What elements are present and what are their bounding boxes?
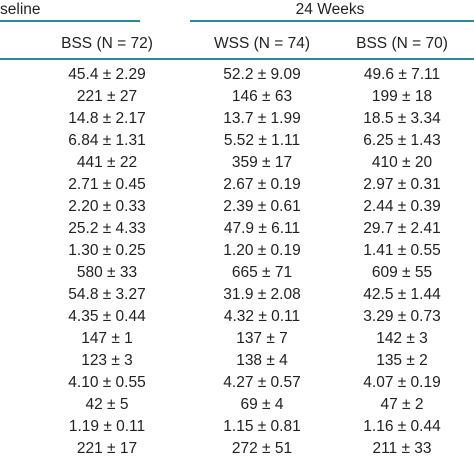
header-rule	[0, 20, 140, 22]
cell: 199 ± 18	[371, 88, 433, 105]
cell: 14.8 ± 2.17	[68, 110, 146, 127]
cell: 1.30 ± 0.25	[68, 242, 146, 259]
cell: 45.4 ± 2.29	[68, 66, 146, 83]
cell: 54.8 ± 3.27	[68, 286, 146, 303]
cell: 42 ± 5	[85, 396, 129, 413]
cell: 2.20 ± 0.33	[68, 198, 146, 215]
cell: 135 ± 2	[376, 352, 428, 369]
cell: 221 ± 17	[76, 440, 138, 457]
cell: 665 ± 71	[231, 264, 293, 281]
cell: 1.16 ± 0.44	[363, 418, 441, 435]
cell: 47.9 ± 6.11	[223, 220, 301, 237]
cell: 146 ± 63	[231, 88, 293, 105]
header-rule	[190, 20, 474, 22]
cell: 1.15 ± 0.81	[223, 418, 301, 435]
cell: 4.27 ± 0.57	[223, 374, 301, 391]
cell: 31.9 ± 2.08	[223, 286, 301, 303]
cell: 138 ± 4	[236, 352, 288, 369]
cell: 1.41 ± 0.55	[363, 242, 441, 259]
header-rule	[0, 58, 474, 60]
cell: 6.84 ± 1.31	[68, 132, 146, 149]
cell: 410 ± 20	[371, 154, 433, 171]
cell: 609 ± 55	[371, 264, 433, 281]
cell: 142 ± 3	[376, 330, 428, 347]
cell: 1.20 ± 0.19	[223, 242, 301, 259]
cell: 52.2 ± 9.09	[223, 66, 301, 83]
cell: 272 ± 51	[231, 440, 293, 457]
cell: 1.19 ± 0.11	[68, 418, 146, 435]
cell: 47 ± 2	[380, 396, 424, 413]
cell: 5.52 ± 1.11	[223, 132, 301, 149]
cell: 6.25 ± 1.43	[363, 132, 441, 149]
cell: 2.71 ± 0.45	[68, 176, 146, 193]
cell: 137 ± 7	[236, 330, 288, 347]
cell: 69 ± 4	[240, 396, 284, 413]
cell: 42.5 ± 1.44	[363, 286, 441, 303]
cell: 3.29 ± 0.73	[363, 308, 441, 325]
cell: 2.44 ± 0.39	[363, 198, 441, 215]
cell: 2.67 ± 0.19	[223, 176, 301, 193]
group-header: seline	[0, 1, 41, 18]
cell: 4.32 ± 0.11	[223, 308, 301, 325]
group-header: 24 Weeks	[295, 1, 365, 18]
cell: 13.7 ± 1.99	[223, 110, 301, 127]
cell: 25.2 ± 4.33	[68, 220, 146, 237]
cell: 147 ± 1	[81, 330, 133, 347]
column-header: BSS (N = 70)	[356, 35, 448, 52]
cell: 4.10 ± 0.55	[68, 374, 146, 391]
cell: 211 ± 33	[372, 440, 432, 457]
cell: 441 ± 22	[76, 154, 138, 171]
cell: 2.39 ± 0.61	[223, 198, 301, 215]
cell: 49.6 ± 7.11	[363, 66, 441, 83]
cell: 4.07 ± 0.19	[363, 374, 441, 391]
cell: 29.7 ± 2.41	[363, 220, 441, 237]
cell: 221 ± 27	[76, 88, 138, 105]
cell: 123 ± 3	[81, 352, 133, 369]
column-header: BSS (N = 72)	[61, 35, 153, 52]
cell: 18.5 ± 3.34	[363, 110, 441, 127]
cell: 4.35 ± 0.44	[68, 308, 146, 325]
cell: 580 ± 33	[76, 264, 138, 281]
column-header: WSS (N = 74)	[213, 35, 311, 52]
cell: 359 ± 17	[231, 154, 293, 171]
cell: 2.97 ± 0.31	[363, 176, 441, 193]
